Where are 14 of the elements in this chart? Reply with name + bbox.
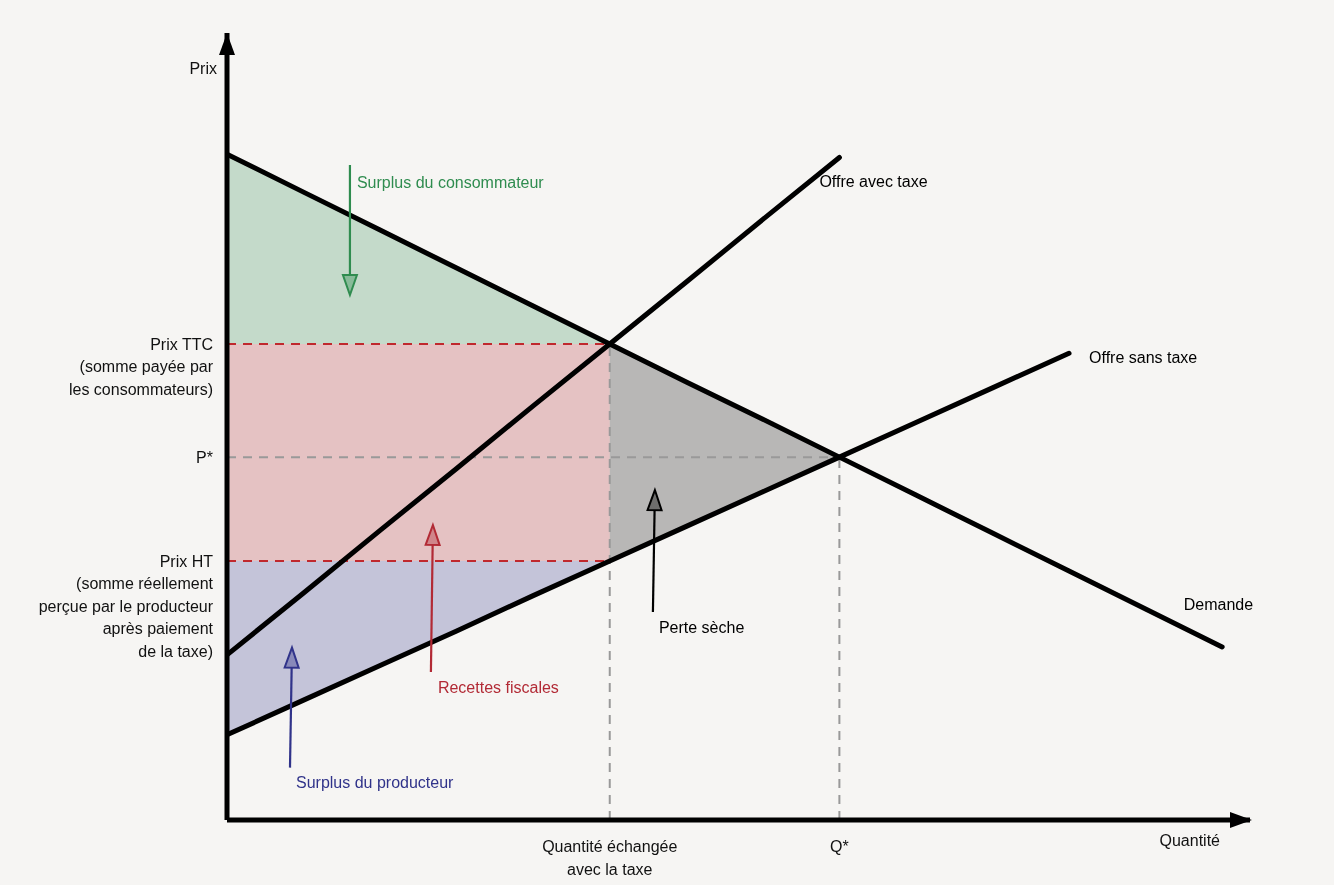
x-tick-label: Quantité échangée avec la taxe bbox=[542, 838, 678, 878]
ref-line-label: P* bbox=[196, 449, 213, 467]
legend-label: Surplus du consommateur bbox=[356, 174, 545, 192]
y-axis-title: Prix bbox=[189, 60, 217, 78]
ref-line-label: Prix TTC (somme payée par les consommateurs) bbox=[68, 336, 214, 399]
ref-line-label: Prix HT (somme réellement perçue par le producteur après paiement de la taxe) bbox=[38, 553, 214, 661]
series-label: Demande bbox=[1183, 596, 1254, 614]
x-tick-label: Q* bbox=[830, 838, 849, 856]
legend-label: Recettes fiscales bbox=[437, 679, 559, 697]
legend-label: Surplus du producteur bbox=[295, 773, 455, 791]
legend-label: Perte sèche bbox=[658, 619, 745, 637]
x-axis-title: Quantité bbox=[1159, 832, 1221, 850]
series-label: Offre sans taxe bbox=[1089, 349, 1198, 367]
series-label: Offre avec taxe bbox=[819, 172, 928, 190]
